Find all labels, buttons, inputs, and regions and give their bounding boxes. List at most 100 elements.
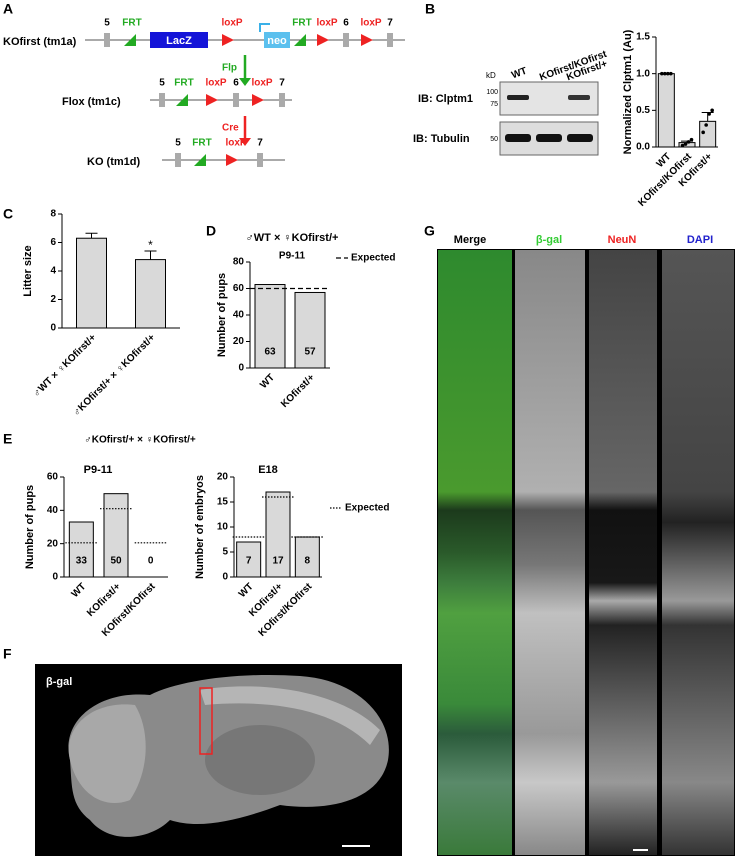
y-tick-label: 20 [217,472,229,483]
y-tick-label: 1.0 [636,68,650,79]
exon-label: 6 [343,18,349,29]
channel-image [589,250,657,855]
lacz [150,32,208,48]
data-point [683,142,688,146]
arrow-head [239,78,251,86]
panel-label: F [3,646,12,662]
marker: 50 [490,136,498,143]
data-point [669,71,673,76]
bar [236,541,262,578]
chart-subtitle: P9-11 [279,251,306,262]
channel-label: NeuN [608,234,637,246]
value-label: 7 [246,556,252,567]
arrow-head [239,138,251,146]
x-tick-label: WT [258,372,277,391]
x-tick-label: WT [237,581,256,600]
x-tick-label: ♂WT × ♀KOfirst/+ [31,332,99,400]
frt-site [294,34,306,46]
frt-site [194,154,206,166]
band [507,95,529,100]
data-point [663,71,667,76]
cerebellum [68,704,146,804]
bar [657,73,675,148]
y-tick-label: 0 [222,572,228,583]
loxp-site [252,94,264,106]
data-point [704,123,708,127]
bar [68,521,94,578]
channel-label: Merge [454,234,486,246]
data-point [710,108,714,113]
y-tick-label: 8 [50,209,56,220]
loxp-site [226,154,238,166]
exon-label: 5 [175,138,181,149]
marker: 100 [486,89,498,96]
step-label: Flp [222,63,237,74]
step-label: Cre [222,123,239,134]
blot-row-label: IB: Tubulin [413,133,470,145]
exon [159,93,165,107]
y-axis-label: Normalized Clptm1 (Au) [622,29,634,154]
panel-label: E [3,431,12,447]
row-label: KOfirst (tm1a) [3,36,77,48]
frt-label: FRT [292,18,311,29]
row-label: Flox (tm1c) [62,96,121,108]
y-tick-label: 80 [233,257,245,268]
y-tick-label: 1.5 [636,32,650,43]
y-tick-label: 60 [47,472,59,483]
y-tick-label: 0.0 [636,142,650,153]
loxp-label: loxP [221,18,242,29]
y-tick-label: 60 [233,283,245,294]
exon-label: 5 [104,18,110,29]
loxp-site [222,34,234,46]
exon [233,93,239,107]
value-label: 63 [264,347,276,358]
y-axis-label: Litter size [22,245,34,296]
channel-image [662,250,734,855]
y-tick-label: 2 [50,294,56,305]
bar [265,491,291,578]
frt-label: FRT [174,78,193,89]
blot-row-label: IB: Clptm1 [418,93,473,105]
chart-title: P9-11 [84,464,113,476]
lane-label: WT [510,66,528,82]
loxp-site [206,94,218,106]
lacz-label: LacZ [166,35,192,47]
value-label: 17 [272,556,284,567]
frt-label: FRT [122,18,141,29]
data-point [701,130,705,135]
exon [279,93,285,107]
y-tick-label: 5 [222,547,228,558]
legend-label: Expected [345,503,389,514]
loxp-site [361,34,373,46]
y-tick-label: 0 [238,363,244,374]
channel-image [438,250,512,855]
panel-label: C [3,206,13,222]
exon [387,33,393,47]
y-axis-label: Number of pups [24,485,36,569]
value-label: 33 [76,556,88,567]
roi [199,687,213,755]
unit: kD [486,71,496,80]
data-point [686,140,691,144]
data-point [680,143,685,148]
bar [294,291,326,369]
row-label: KO (tm1d) [87,156,141,168]
exon-label: 6 [233,78,239,89]
panel-label: A [3,1,13,17]
x-tick-label: KOfirst/KOfirst [257,581,315,639]
bar [135,259,166,329]
image-label: β-gal [46,676,72,688]
y-tick-label: 6 [50,237,56,248]
channel-label: β-gal [536,234,562,246]
frt-label: FRT [192,138,211,149]
channel-label: DAPI [687,234,713,246]
y-tick-label: 40 [233,310,245,321]
data-point [689,137,694,142]
y-tick-label: 40 [47,505,59,516]
exon [343,33,349,47]
marker: 75 [490,101,498,108]
exon [257,153,263,167]
data-point [666,71,670,76]
exon-label: 7 [387,18,393,29]
y-tick-label: 0 [50,323,56,334]
